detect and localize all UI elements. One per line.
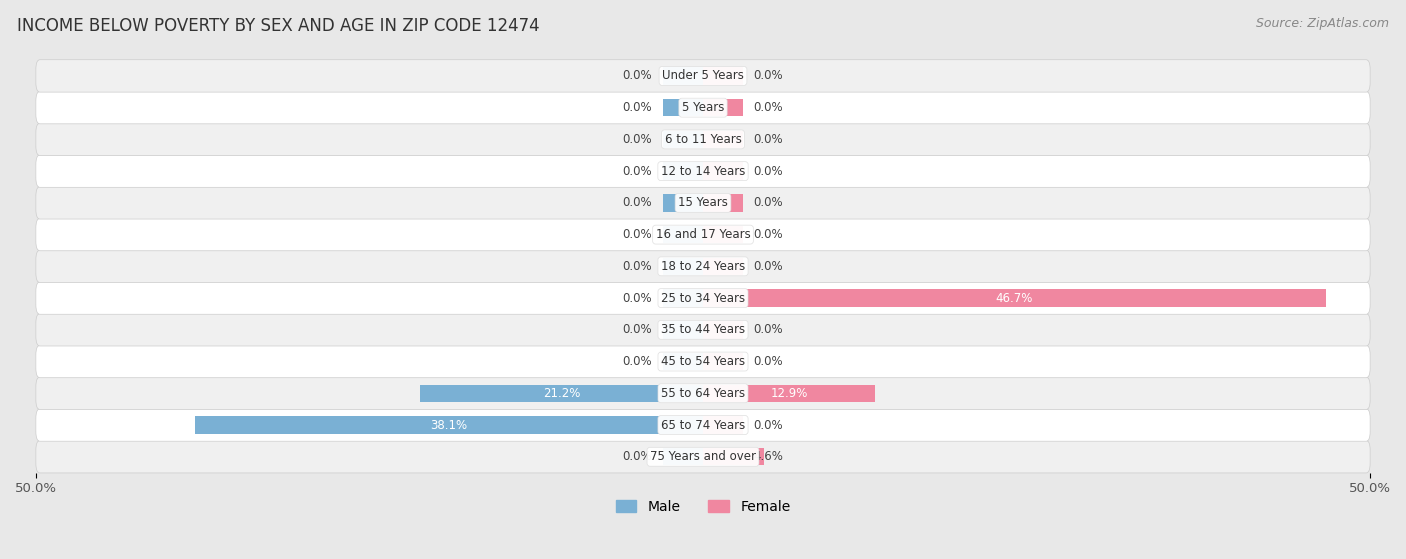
Bar — [703, 448, 765, 466]
Text: 6 to 11 Years: 6 to 11 Years — [665, 133, 741, 146]
Text: 4.6%: 4.6% — [754, 450, 783, 463]
Text: 45 to 54 Years: 45 to 54 Years — [661, 355, 745, 368]
Text: 0.0%: 0.0% — [623, 101, 652, 114]
Text: 0.0%: 0.0% — [754, 133, 783, 146]
Bar — [703, 353, 742, 370]
Legend: Male, Female: Male, Female — [610, 494, 796, 519]
Text: 0.0%: 0.0% — [623, 355, 652, 368]
Text: 0.0%: 0.0% — [754, 419, 783, 432]
Bar — [703, 290, 1326, 307]
Text: 0.0%: 0.0% — [754, 69, 783, 82]
Text: 0.0%: 0.0% — [754, 196, 783, 210]
Text: 25 to 34 Years: 25 to 34 Years — [661, 292, 745, 305]
Bar — [703, 416, 742, 434]
Text: 0.0%: 0.0% — [754, 228, 783, 241]
Text: 38.1%: 38.1% — [430, 419, 467, 432]
Bar — [703, 321, 742, 339]
FancyBboxPatch shape — [37, 440, 1369, 473]
Text: 16 and 17 Years: 16 and 17 Years — [655, 228, 751, 241]
Text: 0.0%: 0.0% — [623, 292, 652, 305]
FancyBboxPatch shape — [37, 187, 1369, 219]
Bar — [664, 67, 703, 84]
FancyBboxPatch shape — [37, 409, 1369, 441]
Text: 0.0%: 0.0% — [623, 165, 652, 178]
Bar — [703, 99, 742, 116]
Text: 0.0%: 0.0% — [623, 133, 652, 146]
FancyBboxPatch shape — [37, 92, 1369, 124]
Text: 15 Years: 15 Years — [678, 196, 728, 210]
Text: 0.0%: 0.0% — [623, 69, 652, 82]
FancyBboxPatch shape — [37, 123, 1369, 155]
Bar — [703, 194, 742, 212]
Text: Under 5 Years: Under 5 Years — [662, 69, 744, 82]
Text: 5 Years: 5 Years — [682, 101, 724, 114]
Text: 0.0%: 0.0% — [623, 450, 652, 463]
Text: 0.0%: 0.0% — [754, 165, 783, 178]
Bar — [664, 226, 703, 243]
FancyBboxPatch shape — [37, 282, 1369, 314]
Text: 55 to 64 Years: 55 to 64 Years — [661, 387, 745, 400]
FancyBboxPatch shape — [37, 377, 1369, 410]
Bar — [664, 258, 703, 275]
Text: 12 to 14 Years: 12 to 14 Years — [661, 165, 745, 178]
Text: Source: ZipAtlas.com: Source: ZipAtlas.com — [1256, 17, 1389, 30]
Text: 18 to 24 Years: 18 to 24 Years — [661, 260, 745, 273]
Text: 21.2%: 21.2% — [543, 387, 581, 400]
FancyBboxPatch shape — [37, 250, 1369, 282]
Bar — [703, 67, 742, 84]
Bar — [664, 290, 703, 307]
Text: 0.0%: 0.0% — [754, 355, 783, 368]
Text: 0.0%: 0.0% — [623, 323, 652, 337]
Text: 46.7%: 46.7% — [995, 292, 1033, 305]
Bar — [703, 258, 742, 275]
Text: 65 to 74 Years: 65 to 74 Years — [661, 419, 745, 432]
FancyBboxPatch shape — [37, 314, 1369, 346]
Text: 0.0%: 0.0% — [754, 101, 783, 114]
Bar — [664, 353, 703, 370]
Bar — [420, 385, 703, 402]
Text: 0.0%: 0.0% — [623, 196, 652, 210]
Text: 0.0%: 0.0% — [623, 228, 652, 241]
Text: 35 to 44 Years: 35 to 44 Years — [661, 323, 745, 337]
Text: 0.0%: 0.0% — [754, 260, 783, 273]
Bar — [664, 131, 703, 148]
Text: 75 Years and over: 75 Years and over — [650, 450, 756, 463]
Bar — [664, 321, 703, 339]
Bar — [703, 385, 875, 402]
Bar — [664, 99, 703, 116]
Text: 12.9%: 12.9% — [770, 387, 807, 400]
Bar — [703, 163, 742, 180]
FancyBboxPatch shape — [37, 219, 1369, 251]
Text: 0.0%: 0.0% — [623, 260, 652, 273]
Text: 0.0%: 0.0% — [754, 323, 783, 337]
FancyBboxPatch shape — [37, 155, 1369, 187]
Bar — [664, 194, 703, 212]
Bar — [703, 131, 742, 148]
Text: INCOME BELOW POVERTY BY SEX AND AGE IN ZIP CODE 12474: INCOME BELOW POVERTY BY SEX AND AGE IN Z… — [17, 17, 540, 35]
Bar — [703, 226, 742, 243]
Bar — [664, 163, 703, 180]
Bar — [195, 416, 703, 434]
FancyBboxPatch shape — [37, 345, 1369, 378]
Bar — [664, 448, 703, 466]
FancyBboxPatch shape — [37, 60, 1369, 92]
